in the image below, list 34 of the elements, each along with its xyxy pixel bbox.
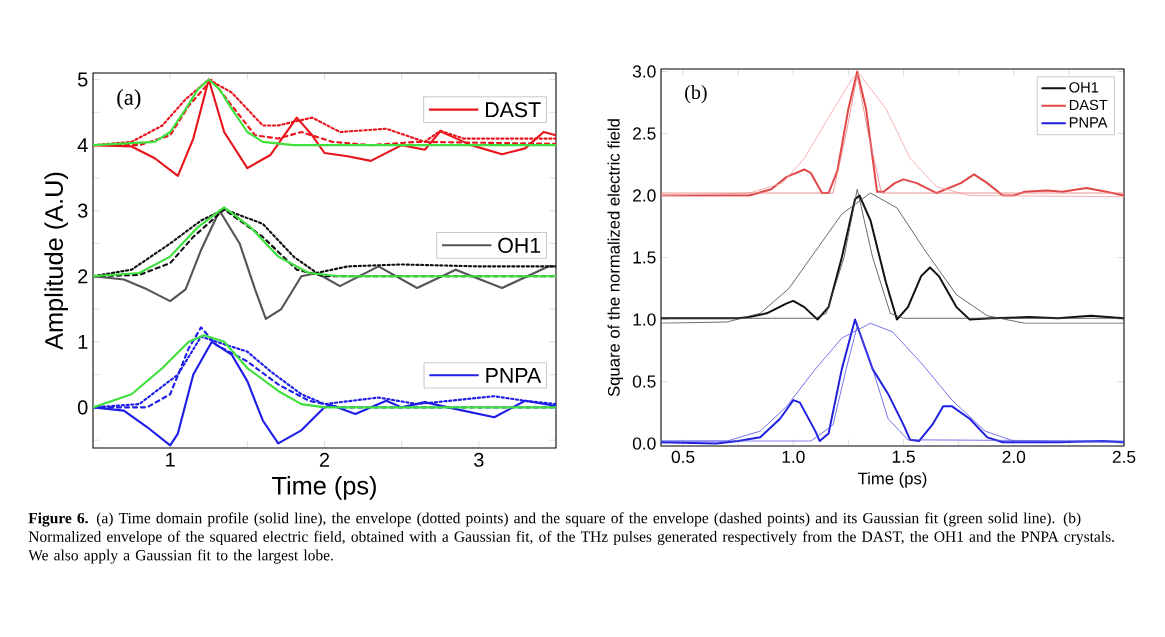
y-tick-label: 3.0 (632, 65, 656, 78)
legend-label: OH1 (498, 237, 541, 253)
x-tick-label: 3 (474, 452, 484, 467)
legend-label: PNPA (1069, 117, 1108, 128)
annotation: (b) (685, 85, 707, 104)
y-tick-label: 3 (77, 203, 88, 218)
y-tick-label: 4 (77, 138, 88, 152)
x-tick-label: 0.5 (671, 450, 695, 463)
y-tick-label: 1.0 (633, 313, 656, 326)
y-tick-label: 1 (78, 334, 88, 349)
y-tick-label: 0 (77, 400, 88, 415)
y-tick-label: 5 (77, 72, 88, 87)
legend-label: OH1 (1069, 82, 1099, 93)
y-axis-title: Amplitude (A.U) (44, 172, 69, 350)
y-tick-label: 1.5 (633, 251, 656, 264)
legend-label: DAST (486, 102, 541, 118)
x-tick-label: 2 (319, 452, 330, 467)
x-tick-label: 1.0 (782, 450, 805, 463)
x-tick-label: 1 (166, 452, 175, 467)
y-tick-label: 0.0 (632, 437, 656, 450)
y-tick-label: 0.5 (632, 375, 656, 388)
y-axis-title: Square of the normalized electric field (607, 119, 624, 397)
x-axis-title: Time (ps) (858, 472, 927, 488)
x-tick-label: 2.5 (1112, 450, 1136, 463)
y-tick-label: 2.5 (633, 127, 656, 140)
annotation: (a) (117, 88, 141, 110)
x-axis-title: Time (ps) (272, 476, 376, 500)
text: Figure 6. (a) Time domain profile (solid line), the envelope (dotted points) and the square of the envelope (dashed points) and its Gaussian fit (green solid line). (b) Normalized envelope of the squared electric field, obtained with a Gaussian fit, of the THz pulses generated respectively from the DAST, the OH1 and the PNPA crystals. We also apply a Gaussian fit to the largest lobe. (28, 512, 1114, 564)
x-tick-label: 1.5 (892, 450, 915, 463)
x-tick-label: 2.0 (1002, 450, 1026, 463)
legend-label: DAST (1069, 99, 1108, 111)
y-tick-label: 2 (78, 269, 88, 284)
legend-label: PNPA (486, 368, 542, 383)
y-tick-label: 2.0 (633, 189, 656, 202)
